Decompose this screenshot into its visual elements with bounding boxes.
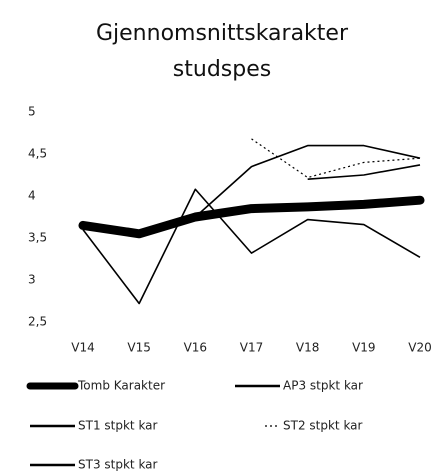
chart-title: Gjennomsnittskarakter: [96, 21, 349, 46]
x-tick-label: V20: [408, 341, 431, 355]
x-tick-label: V17: [240, 341, 263, 355]
y-tick-label: 2,5: [28, 315, 47, 329]
y-tick-label: 4: [28, 189, 36, 203]
x-tick-label: V14: [71, 341, 94, 355]
series-line: [251, 138, 421, 179]
legend-label: Tomb Karakter: [77, 379, 165, 393]
x-tick-label: V18: [296, 341, 319, 355]
legend-label: ST3 stpkt kar: [78, 458, 158, 472]
legend-label: AP3 stpkt kar: [283, 379, 363, 393]
chart-title: studspes: [173, 57, 271, 82]
x-tick-label: V19: [352, 341, 375, 355]
x-tick-label: V16: [184, 341, 207, 355]
y-tick-label: 4,5: [28, 147, 47, 161]
legend-label: ST2 stpkt kar: [283, 419, 363, 433]
series-line: [78, 195, 425, 239]
y-tick-label: 3: [28, 273, 36, 287]
y-tick-label: 3,5: [28, 231, 47, 245]
series-line: [194, 144, 421, 218]
series-line: [82, 188, 421, 305]
series-line: [307, 164, 421, 180]
legend-label: ST1 stpkt kar: [78, 419, 158, 433]
y-tick-label: 5: [28, 105, 36, 119]
x-tick-label: V15: [127, 341, 150, 355]
